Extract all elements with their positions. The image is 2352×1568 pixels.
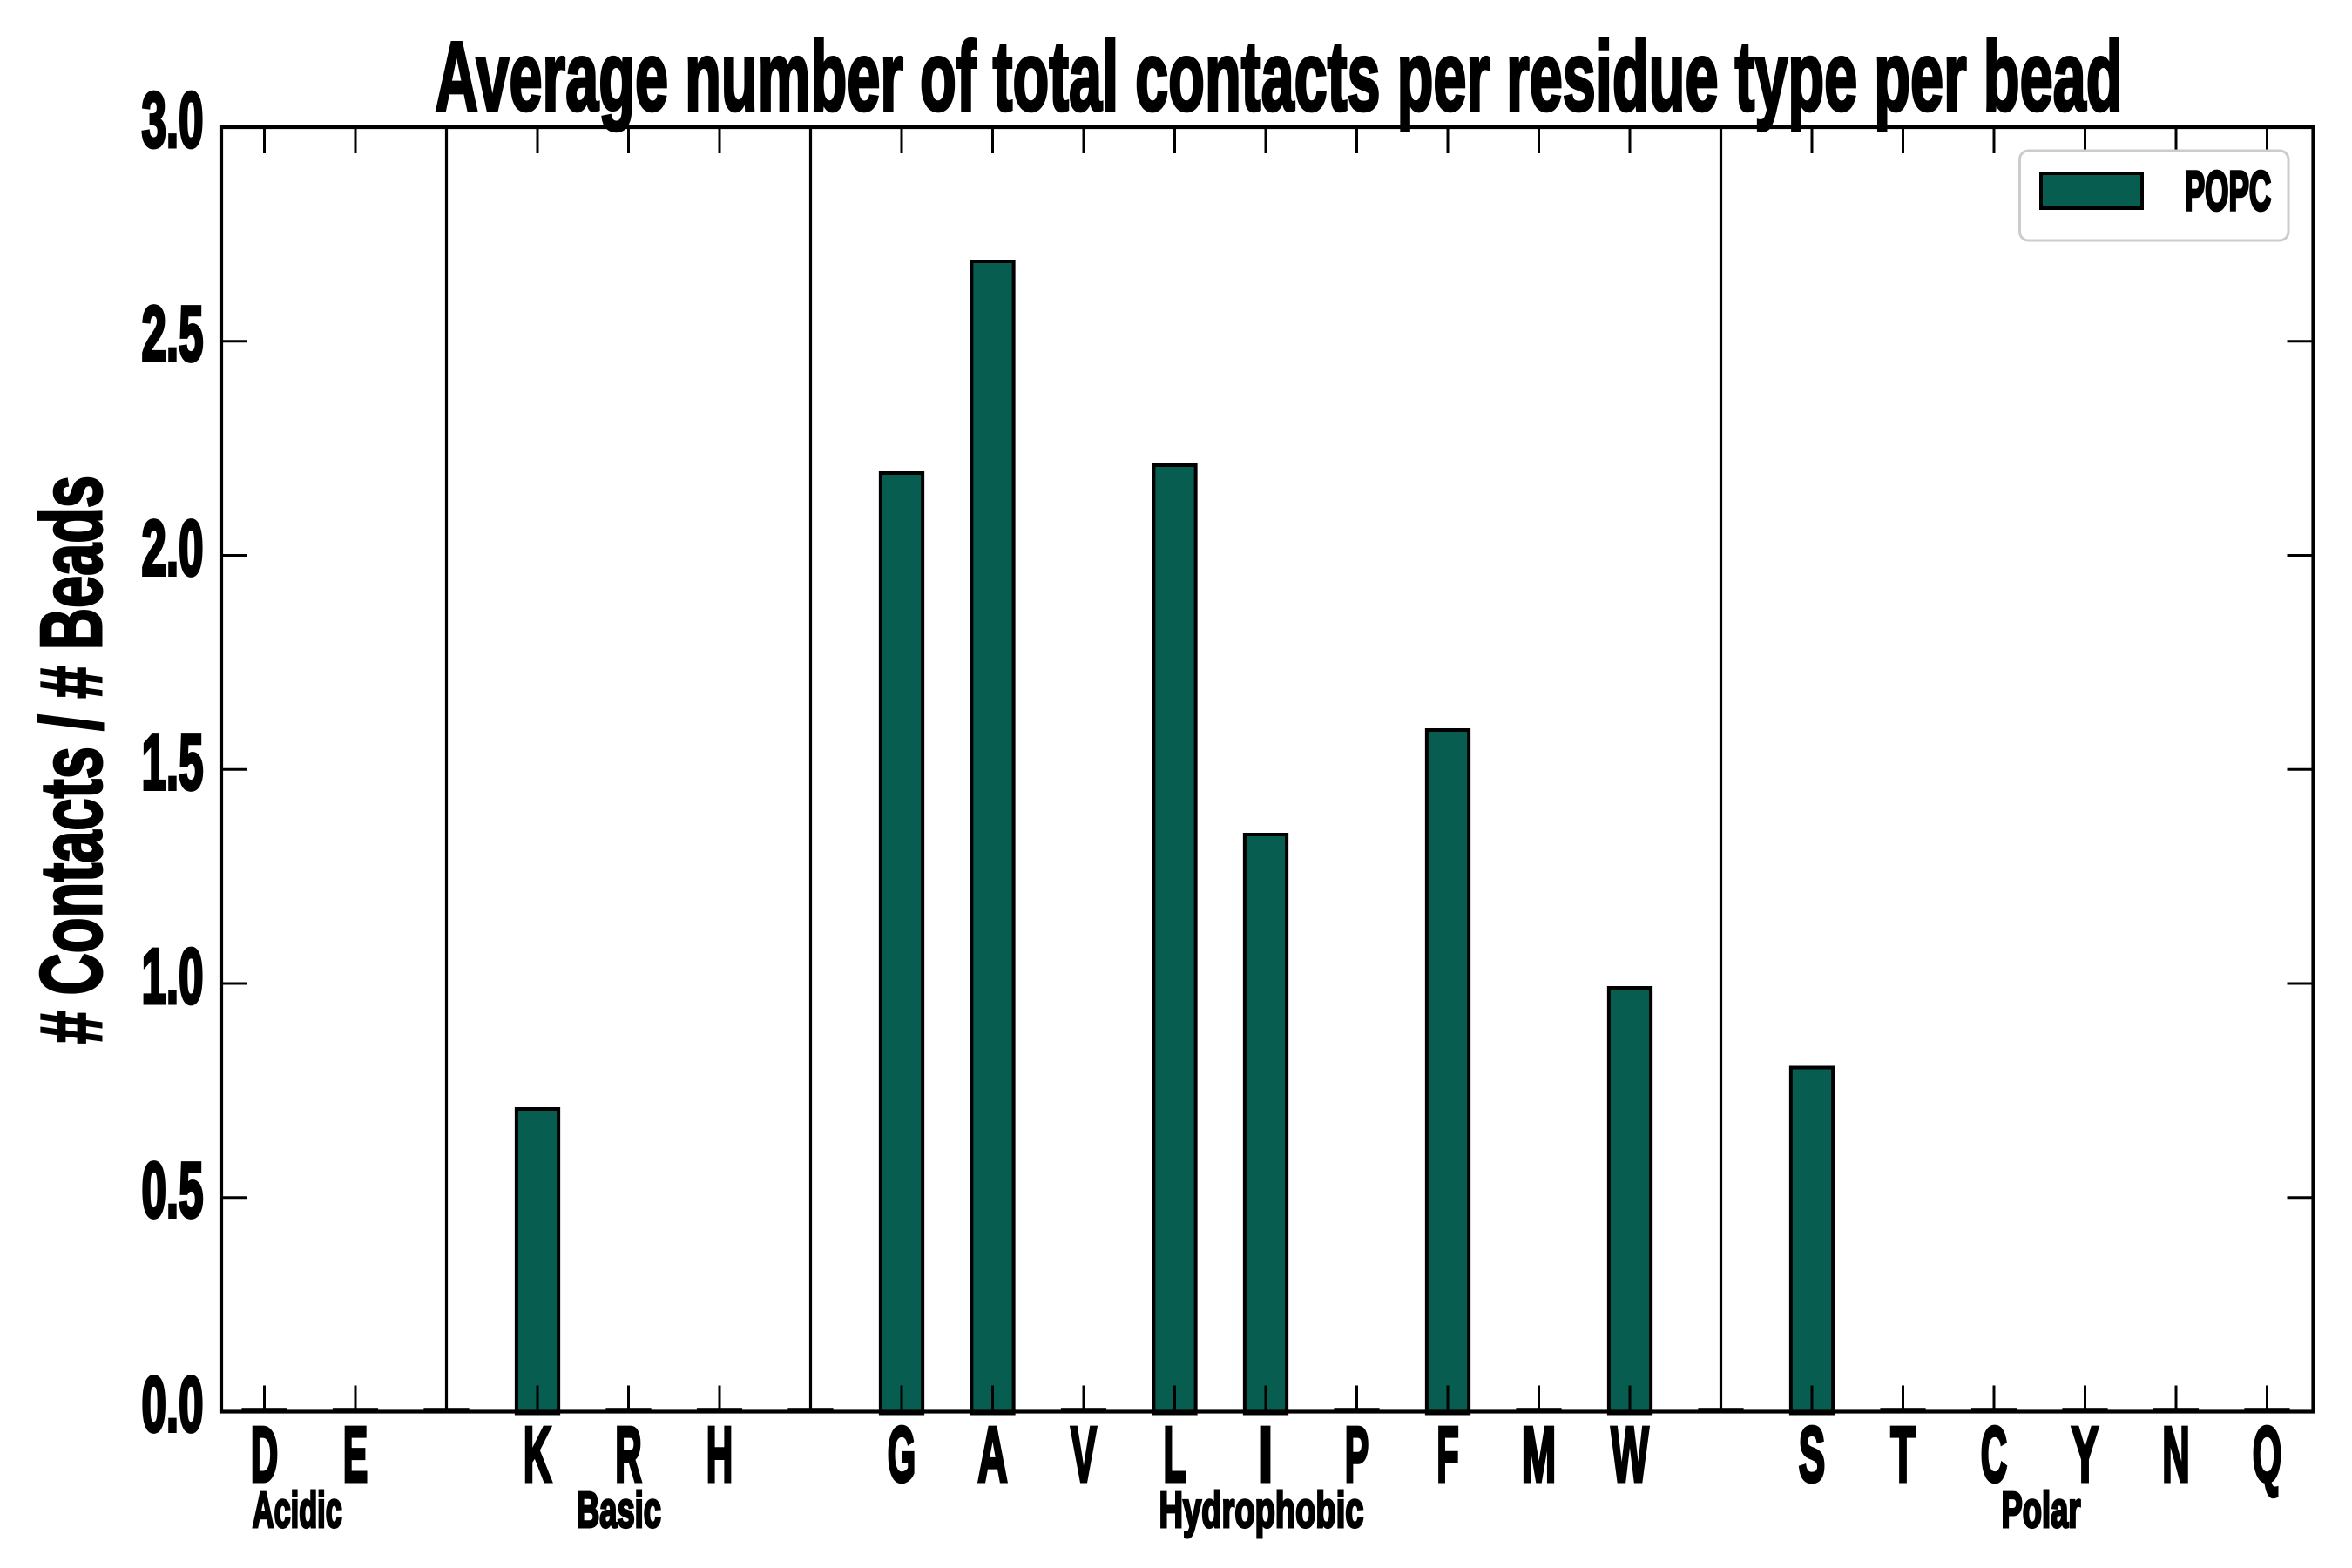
svg-text:# Contacts / # Beads: # Contacts / # Beads (23, 476, 120, 1044)
svg-text:Y: Y (2072, 1412, 2099, 1499)
svg-text:G: G (888, 1412, 916, 1499)
svg-text:Polar: Polar (2002, 1482, 2081, 1538)
svg-text:S: S (1799, 1412, 1826, 1499)
svg-text:POPC: POPC (2185, 159, 2272, 222)
svg-text:Basic: Basic (577, 1482, 661, 1538)
svg-text:W: W (1611, 1412, 1649, 1499)
svg-text:Q: Q (2253, 1412, 2282, 1499)
svg-text:M: M (1522, 1412, 1557, 1499)
svg-text:3.0: 3.0 (142, 78, 204, 165)
svg-text:V: V (1071, 1412, 1097, 1499)
svg-text:T: T (1890, 1412, 1916, 1499)
svg-text:E: E (343, 1412, 368, 1499)
svg-text:H: H (706, 1412, 733, 1499)
svg-text:0.5: 0.5 (142, 1147, 204, 1234)
svg-text:A: A (977, 1412, 1008, 1499)
svg-text:K: K (524, 1412, 552, 1499)
svg-text:I: I (1259, 1412, 1273, 1499)
svg-text:P: P (1345, 1412, 1369, 1499)
svg-text:1.0: 1.0 (142, 934, 204, 1021)
svg-text:C: C (1981, 1412, 2008, 1499)
svg-text:0.0: 0.0 (142, 1362, 204, 1449)
svg-text:L: L (1164, 1412, 1186, 1499)
svg-text:2.5: 2.5 (142, 291, 204, 378)
svg-text:1.5: 1.5 (142, 720, 204, 807)
svg-text:N: N (2162, 1412, 2190, 1499)
svg-text:Acidic: Acidic (253, 1482, 342, 1538)
svg-text:R: R (615, 1412, 642, 1499)
svg-text:Average number of total contac: Average number of total contacts per res… (436, 22, 2123, 132)
svg-text:Hydrophobic: Hydrophobic (1159, 1482, 1364, 1538)
svg-text:D: D (251, 1412, 279, 1499)
svg-text:2.0: 2.0 (142, 505, 204, 592)
svg-text:F: F (1436, 1412, 1459, 1499)
